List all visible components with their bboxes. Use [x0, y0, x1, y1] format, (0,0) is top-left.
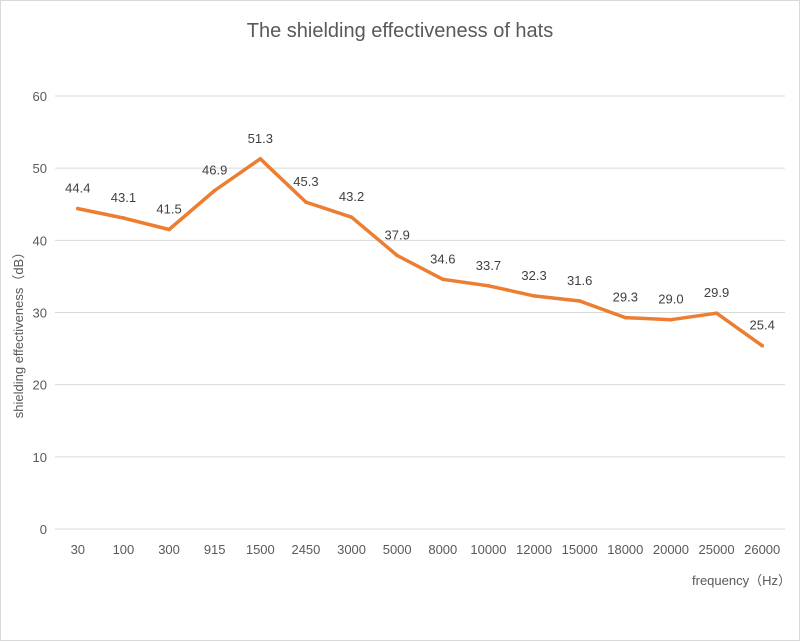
data-point: [486, 283, 491, 288]
data-point: [258, 156, 263, 161]
x-axis-title: frequency（Hz）: [692, 573, 791, 588]
data-label: 45.3: [293, 174, 318, 189]
x-tick-label: 30: [71, 542, 85, 557]
gridlines: [55, 95, 785, 530]
x-tick-labels: 30 100 300 915 1500 2450 3000 5000 8000 10000 1200…: [71, 542, 781, 557]
y-tick-label: 50: [33, 161, 47, 176]
y-tick-label: 60: [33, 89, 47, 104]
data-point: [349, 215, 354, 220]
data-label: 37.9: [385, 227, 410, 242]
data-point: [121, 216, 126, 220]
y-tick-labels: 0 10 20 30 40 50 60: [33, 89, 47, 537]
x-tick-label: 5000: [383, 542, 412, 557]
data-label: 33.7: [476, 258, 501, 273]
x-tick-label: 100: [113, 542, 135, 557]
x-tick-label: 15000: [562, 542, 598, 557]
y-tick-label: 0: [40, 522, 47, 537]
y-tick-label: 20: [33, 378, 47, 393]
x-tick-label: 20000: [653, 542, 689, 557]
data-labels: 44.4 43.1 41.5 46.9 51.3 45.3 43.2 37.9 34.6 33.7…: [65, 131, 775, 333]
series-layer: [76, 156, 764, 348]
chart-title: The shielding effectiveness of hats: [247, 20, 553, 42]
x-tick-label: 12000: [516, 542, 552, 557]
data-point: [304, 200, 308, 204]
x-tick-label: 25000: [698, 542, 734, 557]
x-tick-label: 915: [204, 542, 226, 557]
x-tick-label: 2450: [291, 542, 320, 557]
data-label: 51.3: [248, 131, 273, 146]
data-point: [714, 311, 719, 316]
data-label: 43.2: [339, 189, 364, 204]
data-label: 25.4: [750, 318, 775, 333]
data-point: [760, 343, 764, 348]
y-tick-label: 10: [33, 450, 47, 465]
x-tick-label: 3000: [337, 542, 366, 557]
data-point: [395, 253, 399, 258]
x-tick-label: 18000: [607, 542, 643, 557]
data-point: [623, 315, 628, 320]
x-tick-label: 8000: [428, 542, 457, 557]
data-label: 44.4: [65, 181, 90, 196]
data-point: [76, 206, 80, 211]
data-point: [577, 299, 582, 303]
y-tick-label: 40: [33, 233, 47, 248]
x-tick-label: 300: [158, 542, 180, 557]
x-tick-label: 1500: [246, 542, 275, 557]
data-label: 32.3: [521, 268, 546, 283]
series-line: [76, 157, 764, 348]
y-tick-label: 30: [33, 306, 47, 321]
data-label: 34.6: [430, 251, 455, 266]
data-point: [167, 227, 171, 232]
data-point: [441, 277, 445, 282]
data-point: [669, 317, 673, 322]
x-tick-label: 26000: [744, 542, 780, 557]
data-label: 41.5: [156, 202, 181, 217]
data-label: 31.6: [567, 273, 592, 288]
data-point: [212, 188, 217, 193]
data-label: 29.9: [704, 285, 729, 300]
data-label: 29.0: [658, 292, 683, 307]
data-label: 46.9: [202, 163, 227, 178]
data-label: 43.1: [111, 190, 136, 205]
y-axis-title: shielding effectiveness（dB）: [11, 246, 26, 418]
data-point: [532, 294, 536, 298]
data-label: 29.3: [613, 290, 638, 305]
x-tick-label: 10000: [470, 542, 506, 557]
